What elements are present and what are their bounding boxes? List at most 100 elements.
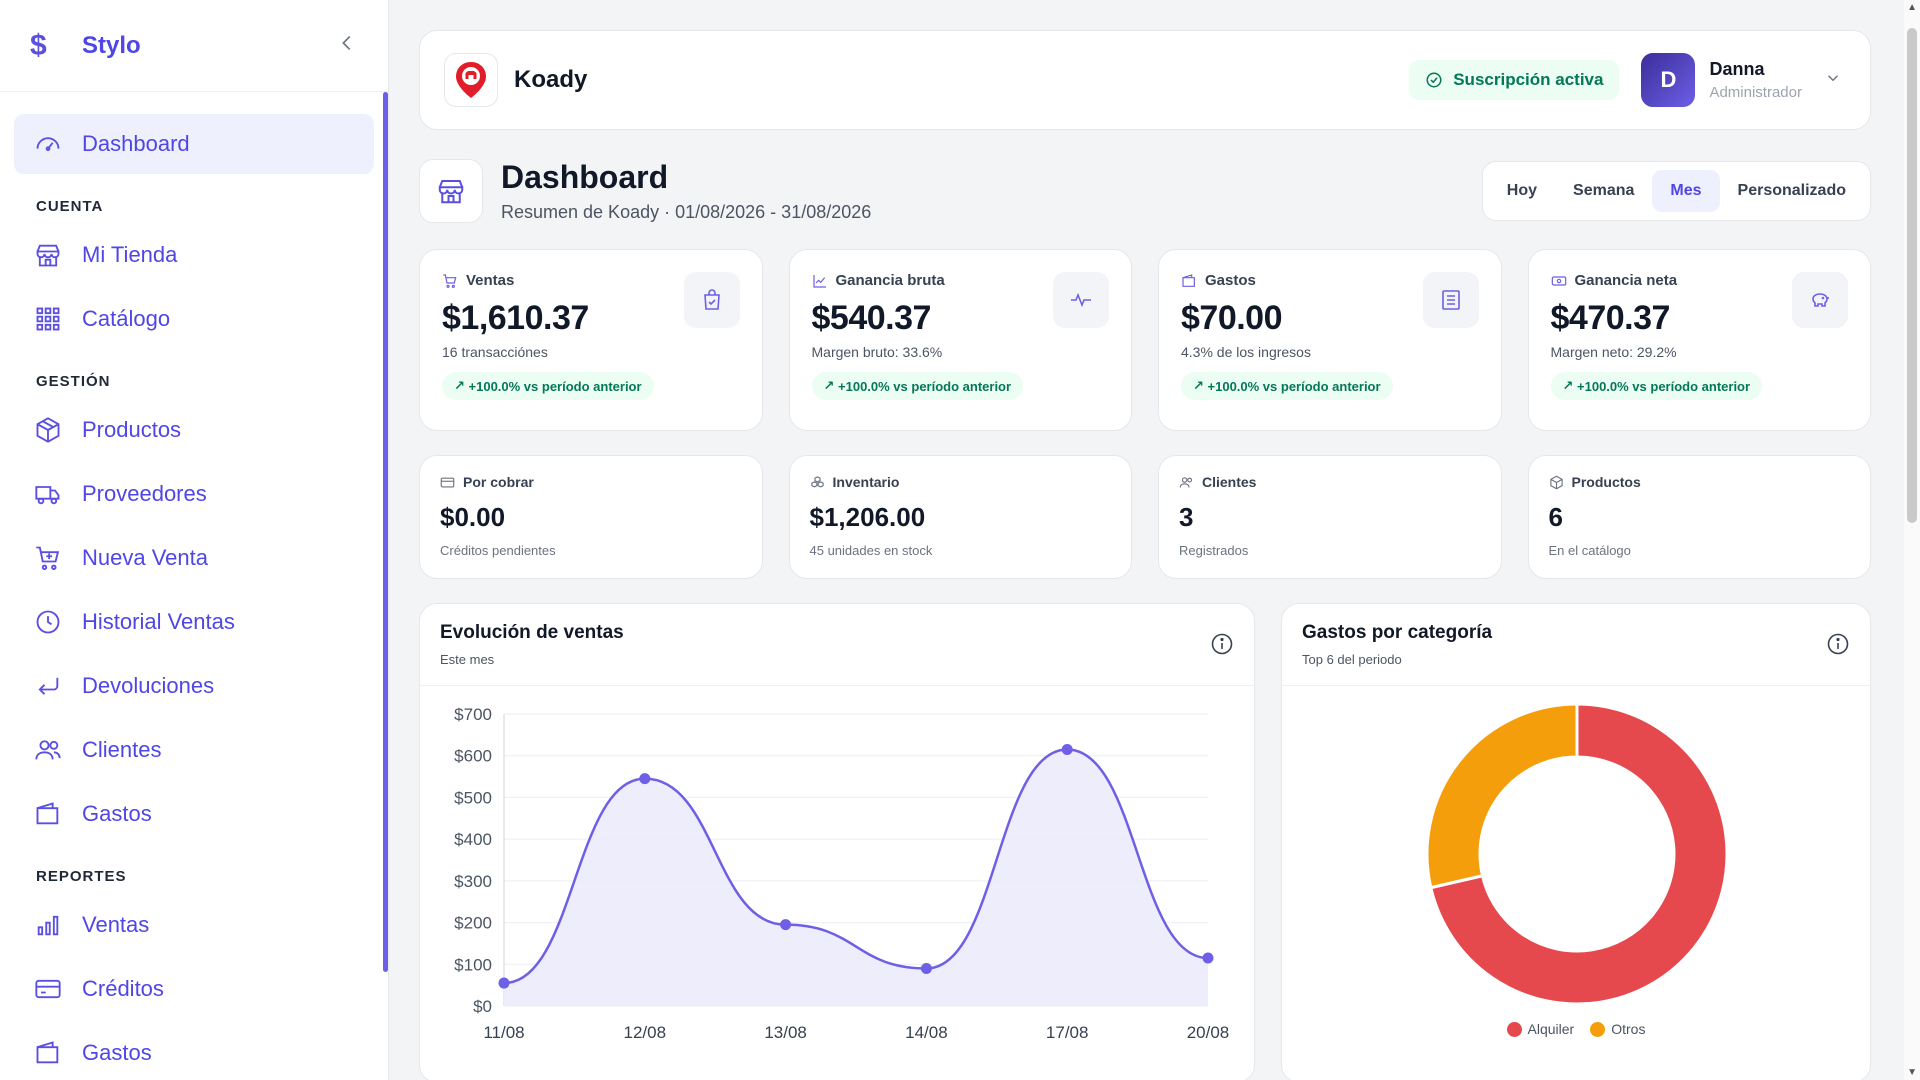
sidebar-item-dashboard[interactable]: Dashboard xyxy=(14,114,374,174)
user-role: Administrador xyxy=(1709,84,1802,101)
chevron-down-icon xyxy=(1824,69,1842,92)
page-icon xyxy=(419,159,483,223)
legend-label: Alquiler xyxy=(1527,1021,1575,1037)
main-content: Koady Suscripción activa D Danna Adminis… xyxy=(419,30,1871,1080)
sidebar-item-gastos[interactable]: Gastos xyxy=(14,784,374,844)
sidebar-item-proveedores[interactable]: Proveedores xyxy=(14,464,374,524)
brand: $ Stylo xyxy=(0,0,388,92)
y-tick-label: $700 xyxy=(454,705,492,724)
pie-slice-alquiler[interactable] xyxy=(1429,702,1729,1006)
collapse-sidebar-button[interactable] xyxy=(336,30,358,61)
scroll-down-icon[interactable]: ▼ xyxy=(1907,1067,1917,1078)
sidebar-item-productos[interactable]: Productos xyxy=(14,400,374,460)
series-area xyxy=(504,749,1208,1006)
data-point[interactable] xyxy=(1061,743,1073,755)
stat-card-ganancia-bruta: Ganancia bruta $540.37 Margen bruto: 33.… xyxy=(788,249,1132,431)
sidebar-section-cuenta: CUENTA xyxy=(36,198,104,215)
store-name: Koady xyxy=(514,66,588,93)
data-point[interactable] xyxy=(780,919,792,931)
stat-trend: ↗ +100.0% vs período anterior xyxy=(442,372,654,400)
mini-sub: En el catálogo xyxy=(1548,543,1631,558)
series-line xyxy=(503,748,1209,985)
stat-sub: 16 transacciónes xyxy=(442,344,548,360)
info-icon[interactable] xyxy=(1826,632,1850,656)
mini-stat-cards: Por cobrar $0.00 Créditos pendientes Inv… xyxy=(419,455,1871,579)
users-icon xyxy=(35,740,61,760)
legend-item[interactable]: Alquiler xyxy=(1506,1021,1575,1037)
mini-label: Inventario xyxy=(832,474,900,490)
data-point[interactable] xyxy=(920,962,932,974)
user-name: Danna xyxy=(1709,59,1765,79)
trend-up-icon: ↗ xyxy=(1193,378,1208,393)
info-icon[interactable] xyxy=(1210,632,1234,656)
sidebar-section-gestion: GESTIÓN xyxy=(36,373,111,390)
data-point[interactable] xyxy=(498,977,510,989)
stat-sub: Margen bruto: 33.6% xyxy=(811,344,943,360)
sidebar-item-catalogo[interactable]: Catálogo xyxy=(14,289,374,349)
scroll-up-icon[interactable]: ▲ xyxy=(1907,2,1917,13)
tab-mes[interactable]: Mes xyxy=(1652,170,1720,212)
mini-card-por-cobrar: Por cobrar $0.00 Créditos pendientes xyxy=(419,455,763,579)
receipt-icon xyxy=(1422,272,1479,328)
avatar: D xyxy=(1641,53,1696,107)
piggy-bank-icon xyxy=(1792,272,1848,328)
chart-legend: Alquiler Otros xyxy=(1282,1021,1870,1037)
sidebar-item-reporte-gastos[interactable]: Gastos xyxy=(14,1023,374,1080)
stat-sub: Margen neto: 29.2% xyxy=(1550,344,1677,360)
subscription-label: Suscripción activa xyxy=(1453,70,1604,89)
mini-label: Productos xyxy=(1571,474,1641,490)
stat-cards: Ventas $1,610.37 16 transacciónes ↗ +100… xyxy=(419,249,1871,431)
sidebar-item-label: Proveedores xyxy=(82,481,207,506)
legend-label: Otros xyxy=(1611,1021,1646,1037)
page-scrollbar[interactable]: ▲ ▼ xyxy=(1904,0,1920,1080)
y-tick-label: $300 xyxy=(454,872,492,891)
y-tick-label: $0 xyxy=(473,997,492,1016)
trend-label: +100.0% vs período anterior xyxy=(1207,378,1381,394)
chart-title: Evolución de ventas xyxy=(440,622,624,643)
page-header: Dashboard Resumen de Koady · 01/08/2026 … xyxy=(419,157,1871,225)
data-point[interactable] xyxy=(639,773,651,785)
sidebar-item-nueva-venta[interactable]: Nueva Venta xyxy=(14,528,374,588)
truck-icon xyxy=(35,486,60,505)
stat-card-ganancia-neta: Ganancia neta $470.37 Margen neto: 29.2%… xyxy=(1527,249,1871,431)
sidebar-section-reportes: REPORTES xyxy=(36,868,127,885)
legend-item[interactable]: Otros xyxy=(1590,1021,1645,1037)
credit-card-icon xyxy=(35,979,61,999)
tab-personalizado[interactable]: Personalizado xyxy=(1737,182,1846,199)
y-tick-label: $500 xyxy=(454,788,492,807)
user-menu[interactable]: D Danna Administrador xyxy=(1641,53,1842,107)
tab-semana[interactable]: Semana xyxy=(1573,182,1635,199)
trend-up-icon: ↗ xyxy=(1562,378,1578,393)
sidebar-item-historial-ventas[interactable]: Historial Ventas xyxy=(14,592,374,652)
users-icon xyxy=(1179,476,1193,488)
mini-card-productos: Productos 6 En el catálogo xyxy=(1527,455,1871,579)
sidebar-scrollbar[interactable] xyxy=(383,92,388,972)
sidebar-item-mi-tienda[interactable]: Mi Tienda xyxy=(14,225,374,285)
store-pin-icon xyxy=(456,62,486,98)
stat-card-gastos: Gastos $70.00 4.3% de los ingresos ↗ +10… xyxy=(1158,249,1502,431)
scrollbar-thumb[interactable] xyxy=(1907,28,1917,523)
stat-trend: ↗ +100.0% vs período anterior xyxy=(811,372,1024,400)
brand-logo-icon: $ xyxy=(30,28,47,62)
pulse-icon xyxy=(1053,272,1109,328)
sidebar-item-clientes[interactable]: Clientes xyxy=(14,720,374,780)
sidebar-item-label: Créditos xyxy=(82,976,164,1001)
mini-value: 6 xyxy=(1548,502,1563,532)
sidebar-nav: Dashboard CUENTA Mi Tienda Catálogo GEST… xyxy=(0,92,388,1080)
trending-up-icon xyxy=(812,274,826,288)
expenses-donut-chart xyxy=(1425,702,1729,1006)
sidebar-item-devoluciones[interactable]: Devoluciones xyxy=(14,656,374,716)
sidebar-item-reporte-creditos[interactable]: Créditos xyxy=(14,959,374,1019)
sidebar-item-reporte-ventas[interactable]: Ventas xyxy=(14,895,374,955)
mini-label: Por cobrar xyxy=(463,474,534,490)
tab-hoy[interactable]: Hoy xyxy=(1506,182,1538,199)
return-icon xyxy=(38,677,59,695)
chart-subtitle: Top 6 del periodo xyxy=(1302,652,1402,667)
mini-value: 3 xyxy=(1179,502,1194,532)
chevron-left-icon xyxy=(342,35,351,51)
legend-swatch xyxy=(1506,1021,1522,1037)
data-point[interactable] xyxy=(1202,952,1214,964)
gauge-icon xyxy=(36,137,60,152)
pie-slice-otros[interactable] xyxy=(1425,702,1579,890)
stat-value: $540.37 xyxy=(811,299,932,337)
